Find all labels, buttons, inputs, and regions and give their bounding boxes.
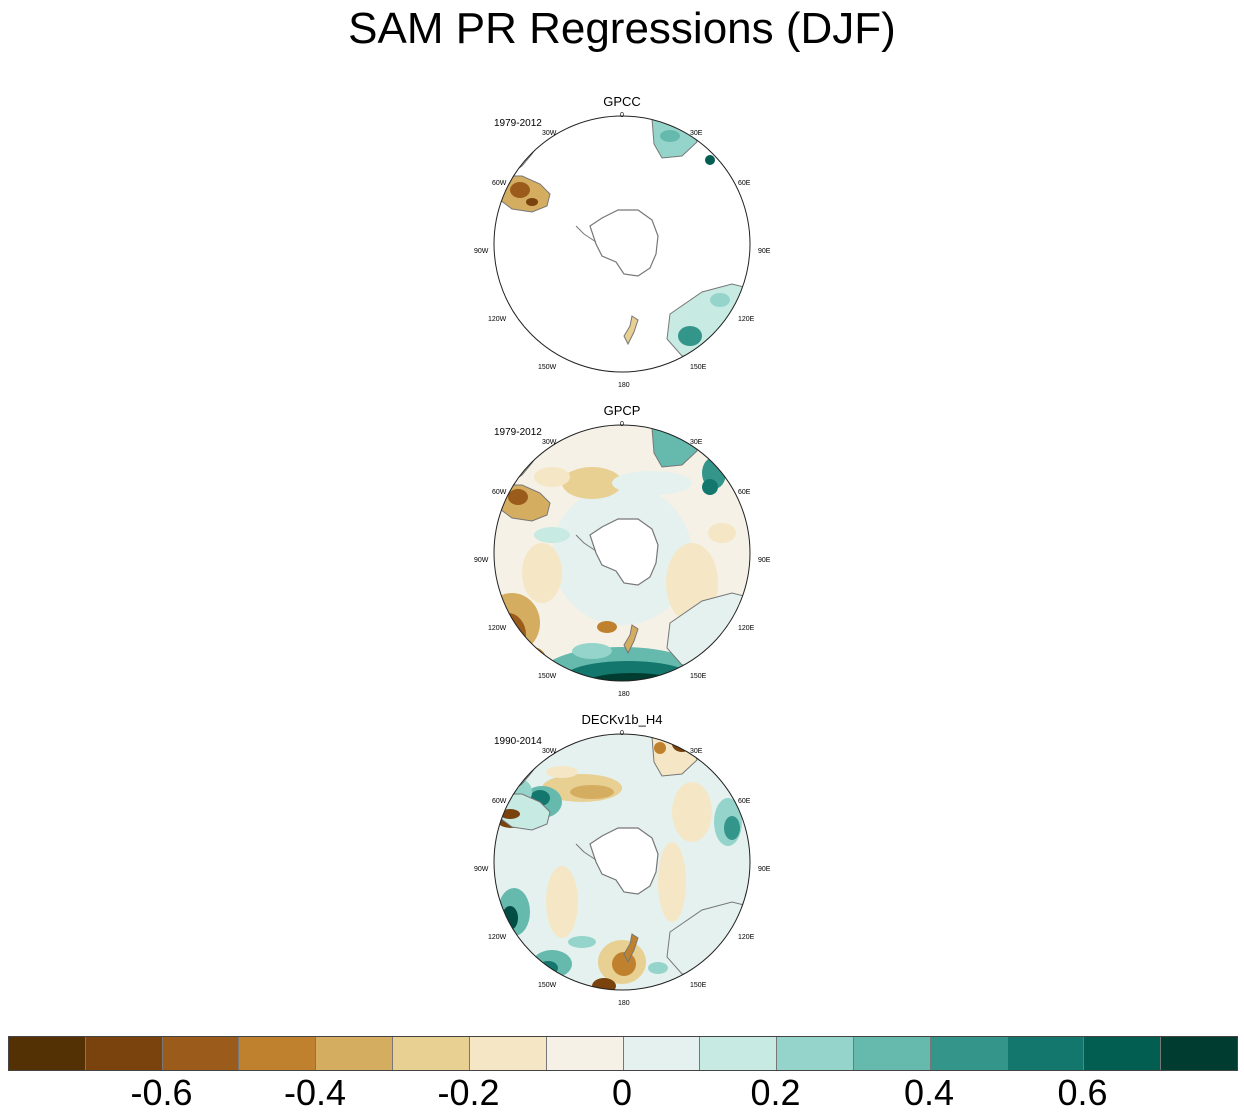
lon-label-30w: 30W — [542, 439, 557, 446]
new-zealand-land — [623, 933, 639, 964]
lon-label-90w: 90W — [474, 248, 489, 255]
lon-label-90e: 90E — [758, 248, 771, 255]
polar-map-gpcc — [493, 115, 751, 373]
colorbar-box — [393, 1037, 470, 1070]
lon-label-60e: 60E — [738, 798, 751, 805]
lon-label-0: 0 — [620, 421, 624, 428]
lon-label-30w: 30W — [542, 748, 557, 755]
lon-label-120e: 120E — [738, 934, 755, 941]
lon-label-150w: 150W — [538, 982, 557, 989]
colorbar-box — [546, 1037, 624, 1070]
lon-label-90e: 90E — [758, 557, 771, 564]
lon-label-0: 0 — [620, 112, 624, 119]
colorbar-tick-label: 0.2 — [750, 1072, 801, 1113]
new-zealand-land — [623, 315, 639, 346]
lon-label-30e: 30E — [690, 439, 703, 446]
lon-label-30e: 30E — [690, 130, 703, 137]
lon-label-60w: 60W — [492, 798, 507, 805]
lon-label-120e: 120E — [738, 625, 755, 632]
colorbar-box — [777, 1037, 854, 1070]
colorbar-box — [1084, 1037, 1162, 1070]
polar-map-gpcp — [493, 424, 751, 682]
lon-label-90w: 90W — [474, 866, 489, 873]
period-label: 1979-2012 — [494, 118, 542, 129]
lon-label-90e: 90E — [758, 866, 771, 873]
colorbar-box — [1161, 1037, 1237, 1070]
colorbar-box — [853, 1037, 931, 1070]
lon-label-120e: 120E — [738, 316, 755, 323]
colorbar-tick-label: 0.4 — [903, 1072, 955, 1113]
figure-title: SAM PR Regressions (DJF) — [348, 4, 896, 53]
lon-label-30e: 30E — [690, 748, 703, 755]
lon-label-90w: 90W — [474, 557, 489, 564]
panel-title: DECKv1b_H4 — [581, 712, 663, 727]
colorbar-box — [469, 1037, 547, 1070]
lon-label-150w: 150W — [538, 364, 557, 371]
lon-label-150e: 150E — [690, 982, 707, 989]
lon-label-30w: 30W — [542, 130, 557, 137]
colorbar — [8, 1036, 1238, 1071]
panel-gpcp: GPCP 1979-2012 — [470, 403, 774, 703]
panel-deckv1b-h4: DECKv1b_H4 1990-2014 — [470, 712, 774, 1012]
panel-gpcc: GPCC 1979-2012 0 30E 60E 90E 120E 150E 1… — [470, 94, 774, 394]
lon-label-150w: 150W — [538, 673, 557, 680]
colorbar-box — [316, 1037, 394, 1070]
panel-title: GPCC — [603, 94, 641, 109]
lon-label-60e: 60E — [738, 180, 751, 187]
colorbar-box — [162, 1037, 240, 1070]
colorbar-box — [930, 1037, 1008, 1070]
colorbar-box — [239, 1037, 317, 1070]
lon-label-0: 0 — [620, 730, 624, 737]
period-label: 1990-2014 — [494, 736, 542, 747]
antarctica-outline — [589, 209, 659, 277]
lon-label-150e: 150E — [690, 673, 707, 680]
lon-label-120w: 120W — [488, 316, 507, 323]
colorbar-tick-label: 0 — [611, 1072, 633, 1113]
new-zealand-land — [623, 624, 639, 655]
lon-label-180: 180 — [618, 1000, 630, 1007]
lon-label-120w: 120W — [488, 625, 507, 632]
colorbar-box — [85, 1037, 163, 1070]
lon-label-150e: 150E — [690, 364, 707, 371]
colorbar-tick-label: -0.6 — [130, 1072, 193, 1113]
lon-label-60e: 60E — [738, 489, 751, 496]
colorbar-box — [623, 1037, 701, 1070]
colorbar-box — [1007, 1037, 1085, 1070]
lon-label-60w: 60W — [492, 489, 507, 496]
lon-label-60w: 60W — [492, 180, 507, 187]
colorbar-tick-label: -0.4 — [283, 1072, 347, 1113]
antarctica-outline — [589, 827, 659, 895]
colorbar-tick-label: 0.6 — [1057, 1072, 1108, 1113]
colorbar-box — [9, 1037, 86, 1070]
lon-label-180: 180 — [618, 691, 630, 698]
colorbar-tick-label: -0.2 — [437, 1072, 500, 1113]
period-label: 1979-2012 — [494, 427, 542, 438]
lon-label-120w: 120W — [488, 934, 507, 941]
polar-map-deckv1b-h4 — [493, 733, 751, 991]
antarctica-outline — [589, 518, 659, 586]
panel-title: GPCP — [603, 403, 641, 418]
colorbar-box — [700, 1037, 778, 1070]
lon-label-180: 180 — [618, 382, 630, 389]
